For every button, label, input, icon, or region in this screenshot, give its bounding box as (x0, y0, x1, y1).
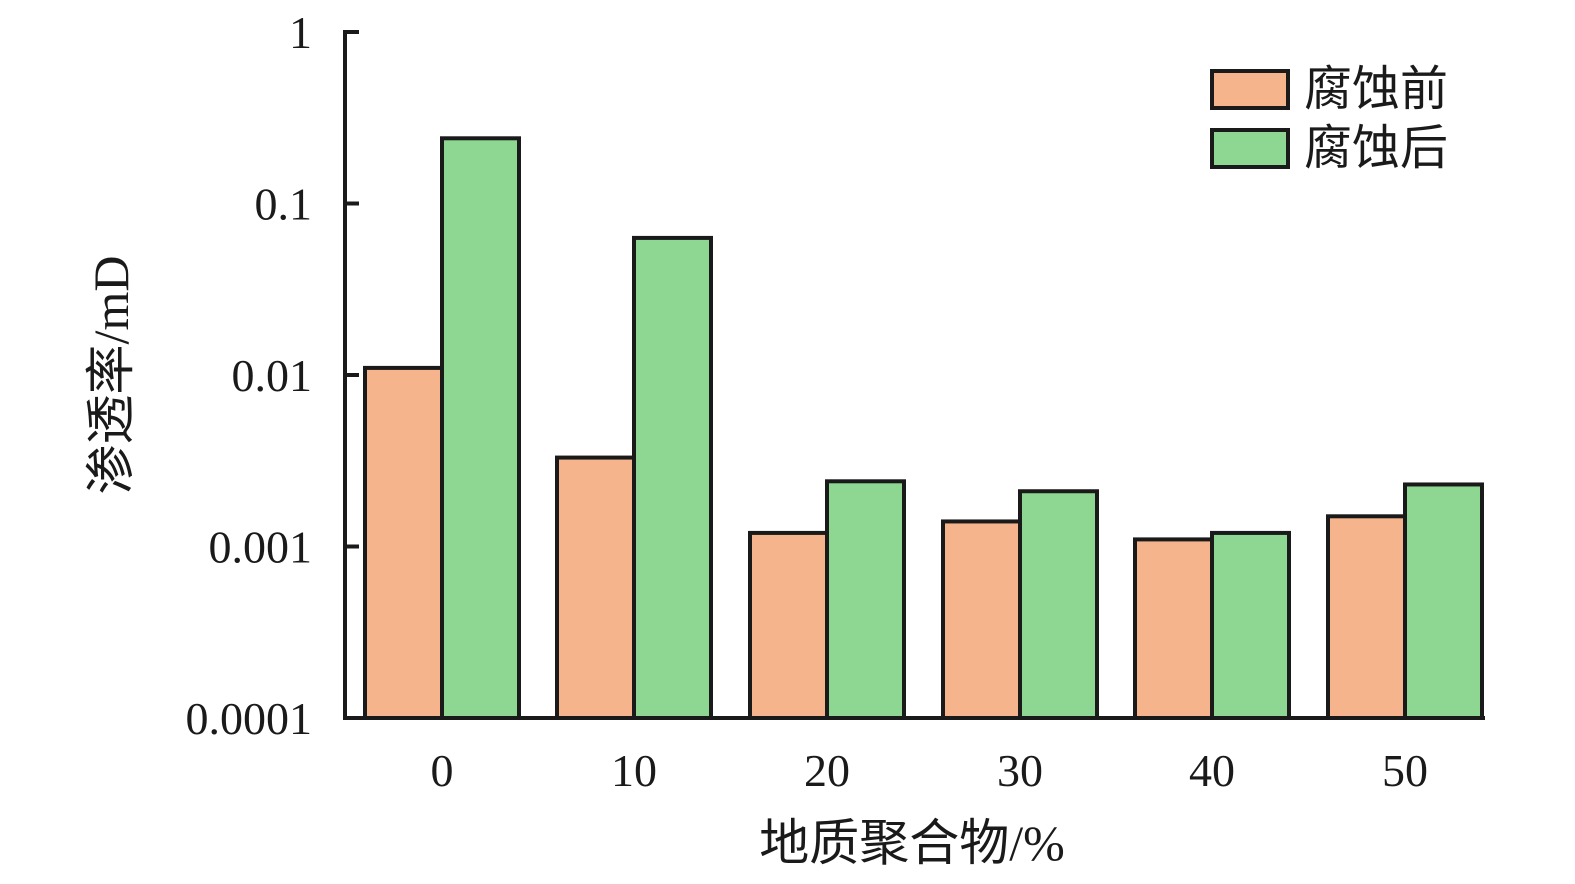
x-tick-label: 10 (611, 745, 657, 796)
bar-after-40 (1210, 530, 1291, 720)
bars-layer (363, 136, 1484, 721)
x-axis-title: 地质聚合物/% (759, 815, 1065, 871)
y-axis-title: 渗透率/mD (83, 256, 139, 495)
x-tick-label: 50 (1382, 745, 1428, 796)
legend-label-after: 腐蚀后 (1304, 122, 1448, 175)
legend-label-before: 腐蚀前 (1304, 63, 1448, 116)
x-tick-label: 40 (1189, 745, 1235, 796)
y-tick-label: 0.001 (209, 522, 313, 573)
y-tick-label: 0.01 (232, 350, 313, 401)
y-tick-label: 1 (289, 7, 312, 58)
x-tick-label: 30 (997, 745, 1043, 796)
legend-swatch-before (1210, 69, 1290, 110)
bar-after-30 (1018, 489, 1099, 720)
bar-before-40 (1133, 537, 1214, 721)
bar-before-10 (555, 455, 636, 720)
bar-before-50 (1326, 514, 1407, 720)
y-tick-label: 0.0001 (186, 693, 313, 744)
bar-before-0 (363, 365, 444, 720)
bar-after-50 (1403, 482, 1484, 721)
bar-before-20 (748, 530, 829, 720)
x-tick-label: 0 (431, 745, 454, 796)
legend-swatch-after (1210, 128, 1290, 169)
bar-after-0 (440, 136, 521, 721)
x-tick-label: 20 (804, 745, 850, 796)
y-ticks: 0.0001 0.001 0.01 0.1 1 (186, 7, 359, 744)
y-tick-label: 0.1 (255, 179, 313, 230)
bar-after-20 (825, 479, 906, 720)
bar-after-10 (632, 235, 713, 721)
bar-before-30 (941, 519, 1022, 720)
x-tick-labels: 0 10 20 30 40 50 (431, 745, 1429, 796)
